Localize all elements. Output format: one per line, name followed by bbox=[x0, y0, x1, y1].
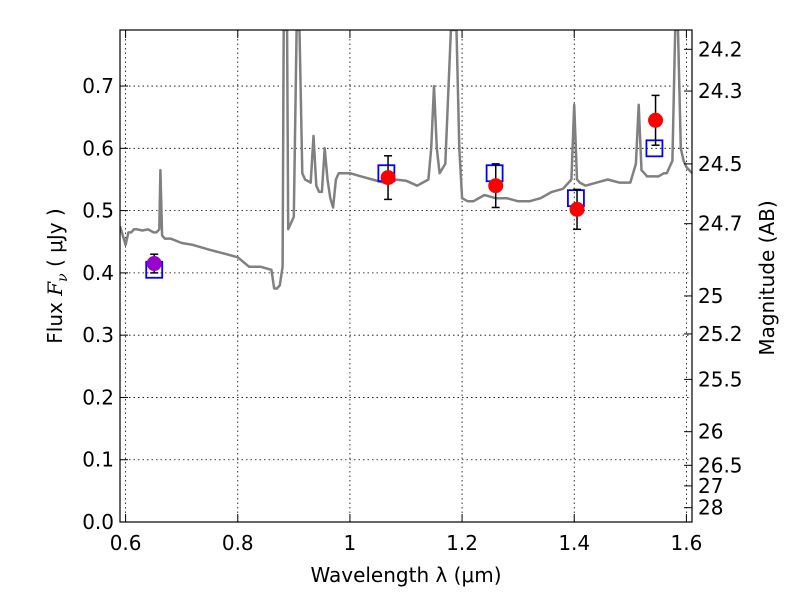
data-point-marker bbox=[569, 201, 585, 217]
y-label-symbol: F bbox=[43, 281, 67, 297]
y2-axis-label: Magnitude (AB) bbox=[755, 200, 779, 355]
y2-tick-label: 25 bbox=[698, 284, 723, 308]
x-tick-label: 1.4 bbox=[558, 531, 590, 555]
x-axis-label: Wavelength λ (μm) bbox=[310, 563, 501, 587]
observed-point bbox=[488, 163, 504, 209]
model-spectrum bbox=[120, 30, 692, 290]
y2-tick-label: 28 bbox=[698, 496, 723, 520]
y2-tick-label: 24.7 bbox=[698, 212, 743, 236]
y2-tick-label: 24.2 bbox=[698, 37, 743, 61]
y-tick-label: 0.1 bbox=[82, 448, 114, 472]
y2-tick-label: 27 bbox=[698, 474, 723, 498]
y2-tick-label: 26.5 bbox=[698, 453, 743, 477]
y-axis-label: Flux Fν ( μJy ) bbox=[43, 208, 71, 343]
x-tick-label: 1 bbox=[344, 531, 357, 555]
grid-lines bbox=[120, 30, 692, 523]
y-label-prefix: Flux bbox=[43, 296, 67, 344]
y2-tick-label: 25.2 bbox=[698, 322, 743, 346]
data-point-marker bbox=[648, 112, 664, 128]
model-square-marker bbox=[645, 139, 664, 158]
data-point-marker bbox=[488, 178, 504, 194]
y-label-subscript: ν bbox=[55, 273, 71, 282]
y-label-unit: ( μJy ) bbox=[43, 208, 67, 273]
x-tick-label: 0.6 bbox=[110, 531, 142, 555]
data-point-marker bbox=[146, 256, 162, 272]
y2-tick-label: 24.3 bbox=[698, 79, 743, 103]
data-markers bbox=[145, 94, 664, 279]
y-tick-label: 0.4 bbox=[82, 261, 114, 285]
plot-frame bbox=[119, 29, 693, 523]
y2-tick-label: 26 bbox=[698, 420, 723, 444]
y-tick-label: 0.2 bbox=[82, 385, 114, 409]
y-tick-label: 0.6 bbox=[82, 136, 114, 160]
axis-ticks: 0.6 0.8 1 1.2 1.4 1.6 0.0 0.1 0.2 0.3 0.4 0.5 0.6 0.7… bbox=[82, 30, 743, 555]
y2-tick-label: 24.5 bbox=[698, 152, 743, 176]
observed-point bbox=[146, 253, 162, 274]
y-tick-label: 0.7 bbox=[82, 74, 114, 98]
y-tick-label: 0.0 bbox=[82, 510, 114, 534]
y-tick-label: 0.5 bbox=[82, 199, 114, 223]
observed-point bbox=[569, 188, 585, 231]
x-tick-label: 1.6 bbox=[670, 531, 702, 555]
spectrum-line bbox=[120, 30, 692, 290]
x-tick-label: 1.2 bbox=[446, 531, 478, 555]
y-tick-label: 0.3 bbox=[82, 323, 114, 347]
data-point-marker bbox=[380, 170, 396, 186]
observed-point bbox=[648, 94, 664, 146]
y2-tick-label: 25.5 bbox=[698, 367, 743, 391]
observed-point bbox=[380, 155, 396, 201]
x-tick-label: 0.8 bbox=[222, 531, 254, 555]
